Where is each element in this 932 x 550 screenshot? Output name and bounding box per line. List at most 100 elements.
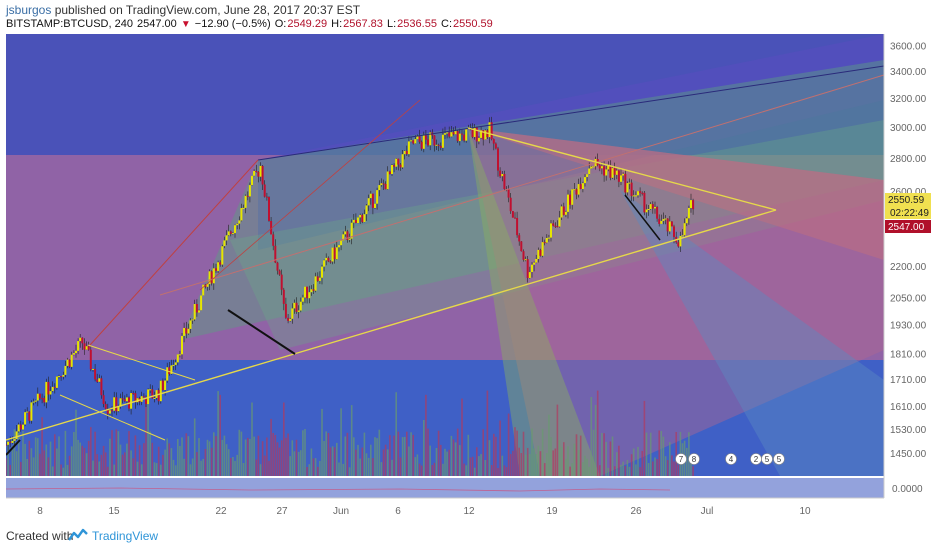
candle-body (240, 208, 243, 221)
time-ticks: 8 15 22 27 Jun 6 12 19 26 Jul 10 (37, 506, 811, 517)
fan-green (468, 128, 600, 476)
volume-bar (185, 433, 188, 476)
volume-bar (213, 432, 215, 476)
volume-bar (325, 431, 327, 476)
price-tick-label: 3600.00 (890, 41, 927, 52)
volume-bar (251, 402, 253, 476)
volume-bar (60, 464, 62, 476)
candle-body (577, 184, 580, 195)
time-axis[interactable] (0, 498, 932, 520)
volume-bar (357, 444, 359, 476)
tradingview-brand-link[interactable]: TradingView (92, 529, 159, 543)
candle-body (36, 393, 39, 401)
volume-bar (677, 464, 680, 476)
candle-body (268, 197, 270, 221)
candle-body (123, 399, 126, 402)
high-value: 2567.83 (343, 18, 383, 30)
candle-body (316, 276, 319, 281)
tradingview-logo-icon[interactable] (68, 528, 88, 547)
event-marker[interactable] (773, 453, 785, 465)
created-with-label: Created with (6, 529, 74, 543)
volume-bar (22, 431, 24, 476)
volume-bar (652, 461, 654, 476)
candle-body (524, 259, 527, 261)
candle-body (174, 362, 177, 365)
candle-body (414, 139, 417, 144)
volume-bar (285, 437, 287, 476)
candle-body (458, 133, 461, 142)
volume-bar (662, 436, 665, 476)
candle-body (499, 170, 502, 177)
candle-body (202, 284, 205, 296)
volume-bar (283, 402, 285, 476)
volume-bar (20, 461, 22, 476)
volume-bar (552, 450, 554, 476)
volume-bar (293, 451, 296, 476)
candle-body (575, 189, 578, 195)
volume-bar (64, 430, 67, 476)
lower-trendline[interactable] (6, 209, 777, 441)
candle-body (265, 196, 268, 198)
time-tick-label: 12 (463, 506, 475, 517)
price-axis[interactable] (884, 34, 932, 510)
author-link[interactable]: jsburgos (6, 3, 52, 17)
candle-body (43, 398, 46, 403)
candle-body (537, 249, 540, 259)
candle-body (628, 182, 631, 184)
candle-body (295, 302, 298, 312)
candle-body (13, 439, 16, 441)
volume-bar (28, 440, 31, 476)
volume-bar (310, 448, 313, 476)
candle-body (662, 219, 665, 221)
volume-bar (467, 434, 470, 476)
candle-body (145, 397, 147, 404)
volume-bar (107, 466, 109, 476)
candle-body (471, 129, 474, 137)
candle-body (41, 398, 44, 400)
volume-bar (249, 439, 251, 476)
open-label: O: (274, 18, 287, 30)
event-marker[interactable] (725, 453, 737, 465)
upper-trendline[interactable] (467, 127, 777, 211)
event-marker[interactable] (675, 453, 687, 465)
volume-bar (654, 457, 656, 476)
volume-bar (280, 440, 283, 476)
volume-bar (478, 456, 480, 476)
fan-right (620, 190, 884, 476)
candle-body (488, 122, 491, 138)
volume-bar (278, 447, 281, 476)
candle-body (397, 158, 400, 165)
volume-bar (92, 460, 94, 476)
volume-bar (450, 435, 453, 476)
candle-body (427, 139, 429, 146)
volume-bar (637, 446, 639, 476)
volume-bar (240, 431, 243, 476)
candle-body (85, 346, 88, 350)
volume-bar (98, 461, 101, 476)
time-tick-label: 27 (276, 506, 288, 517)
candle-body (422, 135, 425, 149)
event-marker[interactable] (761, 453, 773, 465)
volume-bar (317, 466, 319, 476)
last-price: 2547.00 (137, 18, 177, 30)
candle-body (77, 341, 80, 351)
candle-body (92, 368, 94, 370)
price-tick-label: 3000.00 (890, 123, 927, 134)
candle-body (58, 376, 60, 378)
candle-body (176, 354, 179, 363)
candle-body (270, 221, 273, 235)
volume-bar (319, 460, 321, 476)
candle-body (215, 268, 217, 271)
volume-bar (140, 464, 143, 476)
symbol-label[interactable]: BITSTAMP:BTCUSD, 240 (6, 18, 133, 30)
event-marker[interactable] (688, 453, 700, 465)
candle-body (24, 412, 27, 425)
candle-body (100, 378, 103, 396)
event-marker-label: 7 (679, 455, 684, 464)
volume-bar (200, 460, 202, 476)
time-tick-label: 22 (215, 506, 227, 517)
volume-bar (452, 439, 455, 476)
